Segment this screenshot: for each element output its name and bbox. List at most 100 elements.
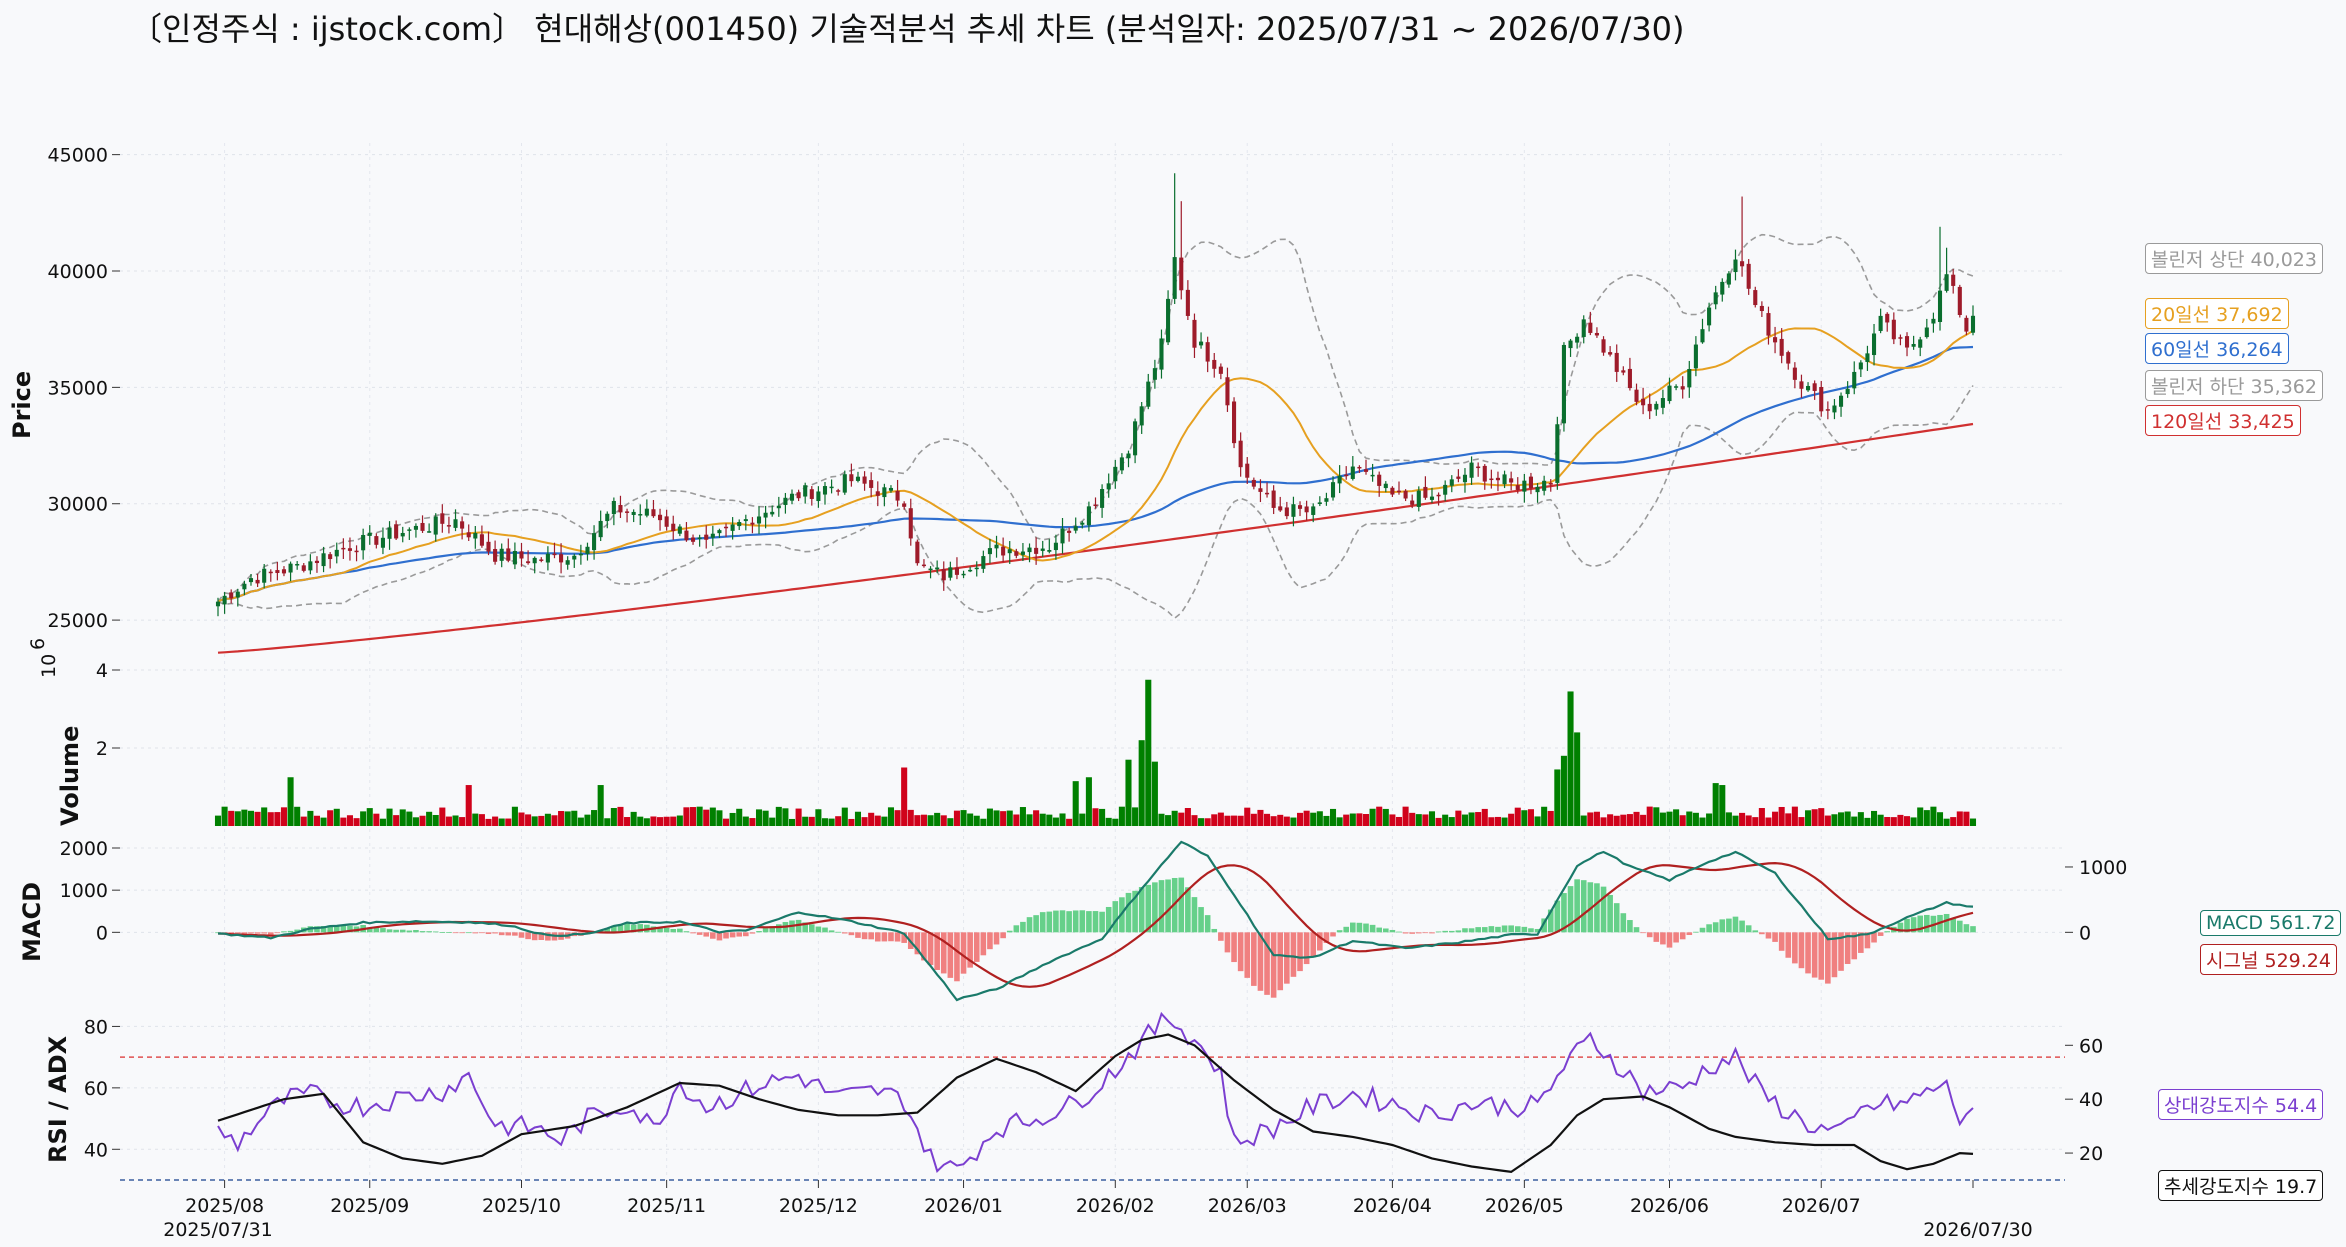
macd-histogram-bar <box>670 929 677 933</box>
macd-histogram-bar <box>1554 900 1561 933</box>
macd-right-tick-label: 0 <box>2079 922 2091 944</box>
candle-body <box>618 505 623 513</box>
candle-body <box>1264 492 1270 495</box>
volume-bar <box>1851 816 1858 826</box>
candle-body <box>1614 352 1619 372</box>
volume-bar <box>558 811 565 826</box>
candle-body <box>684 530 689 541</box>
macd-histogram-bar <box>1039 912 1046 933</box>
volume-bar <box>300 816 307 826</box>
volume-bar <box>234 811 241 826</box>
volume-bar <box>1903 816 1911 826</box>
candle-body <box>545 553 550 563</box>
candle-body <box>1759 305 1764 312</box>
volume-bar <box>881 816 888 826</box>
volume-bar <box>947 818 954 826</box>
candle-body <box>1588 322 1593 333</box>
volume-bar <box>762 810 769 826</box>
candle-body <box>1377 474 1382 486</box>
volume-bar <box>1930 806 1937 826</box>
candle-body <box>1548 483 1553 485</box>
macd-histogram-bar <box>1693 931 1699 933</box>
volume-bar <box>755 809 763 826</box>
macd-histogram-bar <box>1732 916 1739 933</box>
volume-bar <box>1468 812 1475 826</box>
volume-bar <box>1118 806 1125 826</box>
macd-value-tag: MACD 561.72 <box>2200 910 2342 936</box>
macd-histogram-bar <box>1191 897 1198 933</box>
macd-histogram-bar <box>380 928 386 933</box>
candle-body <box>1357 466 1362 469</box>
volume-bar <box>571 810 578 826</box>
macd-histogram-bar <box>465 932 472 934</box>
volume-bar <box>1791 806 1798 826</box>
candle-body <box>605 513 610 522</box>
candle-body <box>1119 457 1124 471</box>
volume-bar <box>722 818 730 826</box>
candle-body <box>1621 370 1626 373</box>
macd-histogram-bar <box>1950 918 1957 933</box>
candle-body <box>1212 359 1217 369</box>
volume-bar <box>1593 811 1600 826</box>
x-tick-label: 2026/03 <box>1208 1195 1287 1217</box>
candle-body <box>948 567 953 578</box>
macd-histogram-bar <box>1924 914 1930 933</box>
macd-histogram-bar <box>419 931 426 933</box>
volume-bar <box>1138 740 1145 826</box>
candle-body <box>1667 385 1672 402</box>
volume-bar <box>1072 781 1079 826</box>
candle-body <box>301 565 306 571</box>
candle-body <box>704 534 709 540</box>
candle-body <box>1865 353 1870 362</box>
candle-body <box>281 569 287 574</box>
candle-body <box>288 563 293 573</box>
macd-histogram-bar <box>1547 909 1554 933</box>
volume-bar <box>841 807 848 826</box>
volume-bar <box>432 814 439 826</box>
candle-body <box>717 530 722 534</box>
candle-body <box>1271 490 1276 508</box>
macd-histogram-bar <box>1204 915 1211 933</box>
macd-histogram-bar <box>1712 922 1719 933</box>
volume-bar <box>848 818 855 826</box>
macd-histogram-bar <box>485 932 492 935</box>
candle-body <box>1390 487 1395 495</box>
volume-bar <box>1494 816 1501 826</box>
volume-bar <box>459 817 466 826</box>
volume-bar <box>887 807 895 826</box>
macd-histogram-bar <box>518 932 525 938</box>
macd-histogram-bar <box>1514 926 1521 933</box>
macd-histogram-bar <box>861 932 868 940</box>
volume-bar <box>1112 818 1119 826</box>
volume-bar <box>267 812 274 826</box>
candle-body <box>1152 368 1157 380</box>
candle-body <box>1924 327 1929 338</box>
candle-body <box>1970 315 1976 333</box>
volume-unit-exponent: 6 <box>27 638 49 650</box>
volume-bar <box>1521 810 1528 826</box>
volume-bar <box>1244 807 1251 826</box>
macd-histogram-bar <box>1567 886 1574 933</box>
candle-body <box>1350 466 1355 479</box>
candle-body <box>446 525 451 527</box>
volume-bar <box>1105 817 1112 826</box>
candle-body <box>394 524 399 539</box>
candle-body <box>770 511 775 515</box>
candle-body <box>1502 474 1507 485</box>
volume-bar <box>1923 810 1930 826</box>
macd-histogram-bar <box>1580 880 1587 933</box>
macd-histogram-bar <box>762 928 769 933</box>
candle-body <box>1113 466 1118 482</box>
volume-bar <box>1838 812 1845 826</box>
macd-histogram-bar <box>756 931 762 933</box>
volume-bar <box>696 806 703 826</box>
rsi-value-tag: 상대강도지수 54.4 <box>2158 1089 2324 1120</box>
volume-bar <box>294 806 301 826</box>
volume-bar <box>940 815 947 826</box>
volume-bar <box>808 816 815 826</box>
volume-bar <box>511 806 518 826</box>
adx-value-tag: 추세강도지수 19.7 <box>2158 1170 2324 1201</box>
candle-body <box>809 489 814 499</box>
volume-bar <box>1250 813 1257 826</box>
